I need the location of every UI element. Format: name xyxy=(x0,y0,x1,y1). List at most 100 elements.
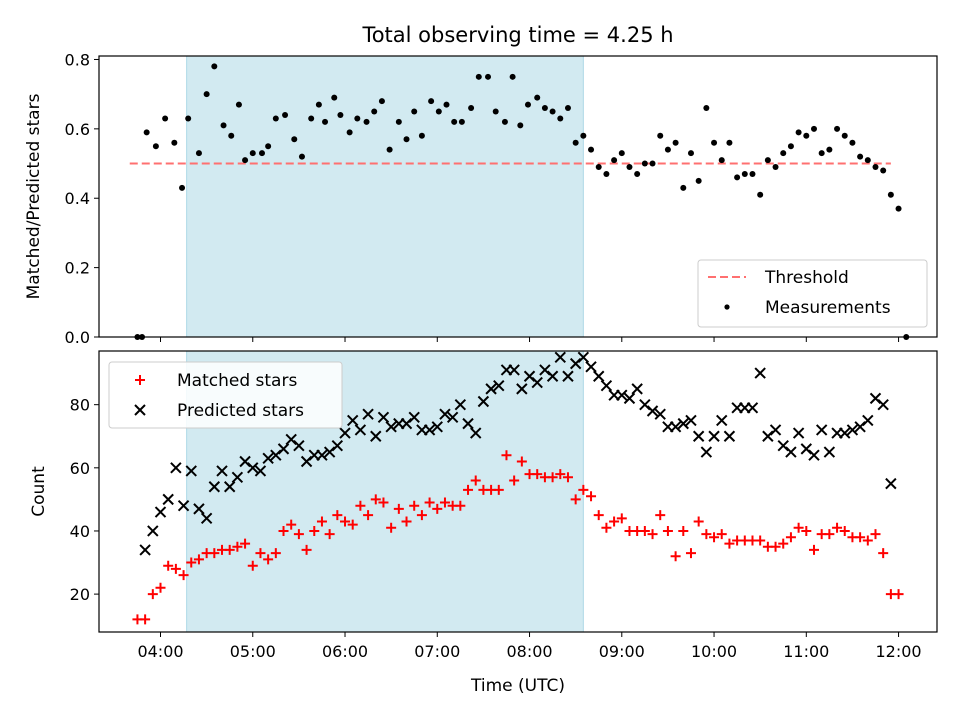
measurement-point xyxy=(143,129,150,136)
predicted-star-point xyxy=(370,430,382,442)
measurement-point xyxy=(501,118,508,125)
matched-star-point xyxy=(639,525,650,536)
measurement-point xyxy=(680,184,687,191)
matched-star-point xyxy=(655,510,666,521)
matched-star-point xyxy=(455,500,466,511)
predicted-star-point xyxy=(339,427,351,439)
matched-star-point xyxy=(209,548,220,559)
matched-star-point xyxy=(678,525,689,536)
predicted-star-point xyxy=(331,440,344,452)
legend-predicted-label: Predicted stars xyxy=(177,401,304,421)
count-legend-box xyxy=(108,361,343,429)
predicted-star-point xyxy=(362,408,374,420)
matched-star-point xyxy=(247,560,258,571)
matched-star-point xyxy=(232,541,243,552)
predicted-star-point xyxy=(462,417,474,430)
count-xtick-label: 11:00 xyxy=(783,642,829,661)
predicted-star-point xyxy=(385,421,397,433)
measurement-point xyxy=(468,105,475,112)
predicted-star-point xyxy=(177,500,190,512)
measurement-point xyxy=(291,136,298,143)
measurement-point xyxy=(220,122,227,129)
count-ytick-label: 60 xyxy=(70,459,90,478)
matched-star-point xyxy=(401,516,412,527)
matched-star-point xyxy=(286,519,297,530)
measurement-point xyxy=(880,167,887,174)
measurement-point xyxy=(235,101,242,108)
measurement-point xyxy=(282,111,289,118)
predicted-star-point xyxy=(423,424,436,436)
matched-star-point xyxy=(547,472,558,483)
ratio-ytick-label: 0.2 xyxy=(65,259,90,278)
matched-star-point xyxy=(839,525,850,536)
count-xtick-label: 09:00 xyxy=(599,642,645,661)
matched-star-point xyxy=(370,494,381,505)
predicted-star-point xyxy=(516,383,528,395)
predicted-star-point xyxy=(708,430,720,442)
predicted-star-point xyxy=(846,424,859,436)
matched-star-point xyxy=(755,535,766,546)
measurement-point xyxy=(895,205,902,212)
legend-threshold-label: Threshold xyxy=(764,268,849,288)
matched-star-point xyxy=(493,484,504,495)
predicted-star-point xyxy=(531,376,543,389)
measurement-point xyxy=(386,146,393,153)
matched-star-point xyxy=(724,538,735,549)
measurement-point xyxy=(703,105,710,112)
measurement-point xyxy=(171,139,178,146)
measurement-point xyxy=(418,132,425,139)
predicted-star-point xyxy=(554,351,566,364)
measurement-point xyxy=(849,139,856,146)
predicted-star-point xyxy=(685,414,697,427)
predicted-star-point xyxy=(815,424,828,436)
measurement-point xyxy=(564,105,571,112)
predicted-star-point xyxy=(147,525,159,537)
matched-star-point xyxy=(647,529,658,540)
measurement-point xyxy=(603,170,610,177)
matched-star-point xyxy=(363,510,374,521)
predicted-star-point xyxy=(746,402,759,414)
predicted-star-point xyxy=(247,462,259,474)
measurement-point xyxy=(249,150,256,157)
measurement-point xyxy=(517,122,524,129)
predicted-star-point xyxy=(562,370,574,382)
legend-matched-swatch xyxy=(135,375,145,385)
measurement-point xyxy=(228,132,235,139)
predicted-star-point xyxy=(208,481,221,493)
predicted-star-point xyxy=(185,465,197,477)
matched-star-point xyxy=(186,557,197,568)
predicted-star-point xyxy=(808,449,820,461)
count-x-axis-label: Time (UTC) xyxy=(470,676,565,696)
count-ytick-label: 40 xyxy=(70,522,90,541)
matched-star-point xyxy=(278,525,289,536)
matched-star-point xyxy=(685,548,696,559)
matched-star-point xyxy=(501,450,512,461)
measurement-point xyxy=(741,170,748,177)
count-xtick-label: 07:00 xyxy=(414,642,460,661)
predicted-star-point xyxy=(623,392,636,405)
count-xtick-label: 04:00 xyxy=(137,642,183,661)
matched-star-point xyxy=(270,548,281,559)
predicted-star-point xyxy=(231,471,244,483)
measurement-point xyxy=(185,115,192,122)
measurement-point xyxy=(749,170,756,177)
predicted-star-point xyxy=(877,398,889,411)
measurement-point xyxy=(549,108,556,115)
measurement-point xyxy=(580,132,587,139)
predicted-star-point xyxy=(477,395,490,408)
measurement-point xyxy=(541,105,548,112)
ratio-ytick-label: 0.8 xyxy=(65,50,90,69)
measurement-point xyxy=(711,139,718,146)
matched-star-point xyxy=(716,529,727,540)
matched-star-point xyxy=(432,503,443,514)
measurement-point xyxy=(298,153,305,160)
predicted-star-point xyxy=(669,421,682,433)
matched-star-point xyxy=(578,484,589,495)
measurement-point xyxy=(557,115,564,122)
matched-star-point xyxy=(378,497,389,508)
measurement-point xyxy=(718,157,725,164)
predicted-star-point xyxy=(431,421,443,433)
measurement-point xyxy=(203,91,210,98)
measurement-point xyxy=(618,150,625,157)
measurement-point xyxy=(475,73,482,80)
